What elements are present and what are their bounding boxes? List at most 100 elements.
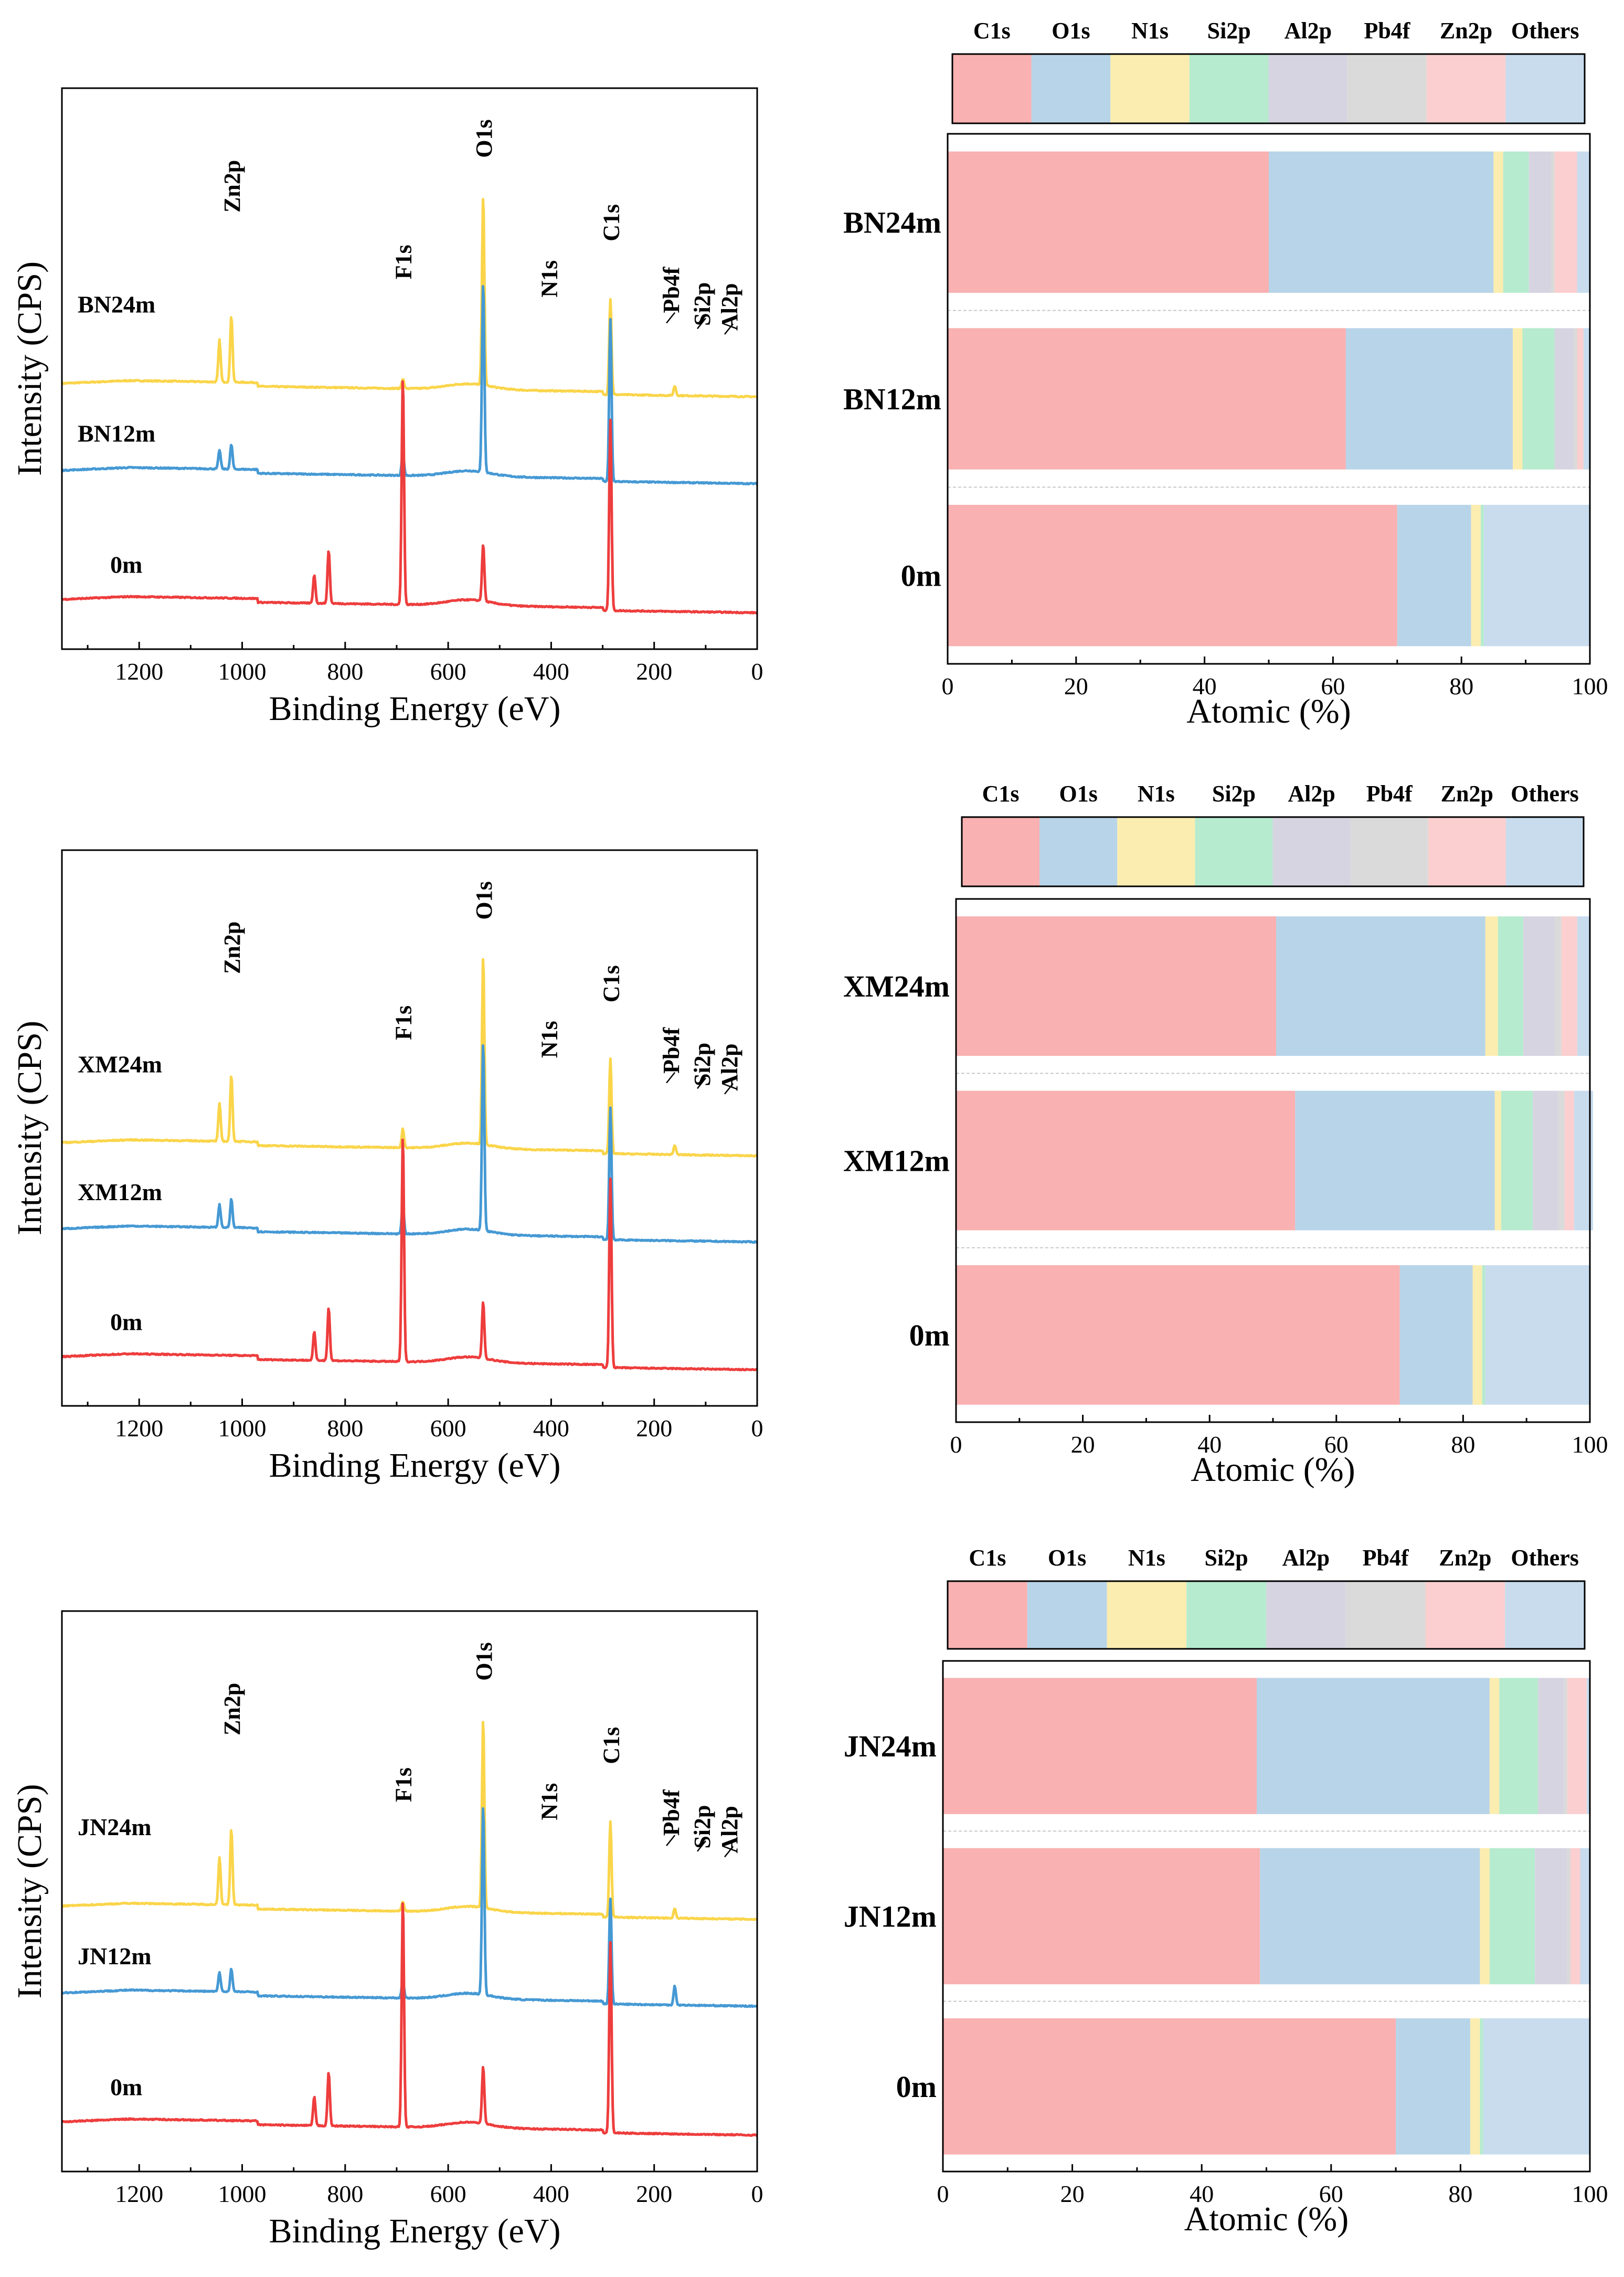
x-axis-label: Binding Energy (eV) [269,2212,560,2250]
peak-label-zn2p: Zn2p [219,922,245,974]
bar-segment-zn2p [1567,1678,1587,1814]
x-tick-label: 60 [1319,2180,1343,2207]
x-tick-label: 0 [937,2180,949,2207]
bar-segment-c1s [948,505,1397,647]
x-tick-label: 60 [1324,1431,1349,1458]
legend-label: Al2p [1282,1545,1330,1571]
x-tick-label: 60 [1321,673,1345,700]
bar-segment-n1s [1494,1090,1501,1231]
legend-swatch-zn2p [1425,1581,1505,1649]
bar-segment-al2p [1554,328,1574,470]
legend-label: Zn2p [1440,18,1492,44]
bar-segment-si2p [1499,1678,1538,1814]
x-tick-label: 80 [1451,1431,1475,1458]
bar-segment-al2p [1529,151,1552,293]
spectrum-line-0m [61,1902,758,2137]
spectrum-panel-2: 1200 1000 800 600 400 200 0 Binding Energy (eV)… [10,849,763,1485]
legend-label: Pb4f [1364,18,1410,44]
category-label: JN24m [844,1729,937,1763]
x-tick-label: 400 [533,2180,569,2207]
peak-label-f1s: F1s [391,1767,417,1802]
x-tick-label: 20 [1071,1431,1095,1458]
bar-segment-n1s [1470,2018,1480,2155]
legend-label: Pb4f [1363,1545,1409,1571]
x-tick-label: 800 [327,658,363,685]
peak-pointer [697,1077,706,1089]
legend-swatch-al2p [1268,54,1348,123]
sample-label: 0m [110,1308,142,1335]
x-tick-label: 1200 [115,658,163,685]
peak-label-si2p: Si2p [689,1805,715,1848]
category-label: BN12m [843,382,941,416]
bar-segment-o1s [1295,1090,1495,1231]
bar-segment-zn2p [1564,1090,1574,1231]
peak-label-o1s: O1s [471,881,497,919]
legend-swatch-pb4f [1345,1581,1426,1649]
spectrum-line-0m [61,380,758,615]
bar-segment-o1s [1399,1265,1473,1405]
peak-label-al2p: Al2p [717,1806,742,1853]
sample-label: XM24m [78,1051,162,1078]
x-axis-label: Atomic (%) [1191,1450,1355,1489]
x-tick-label: 100 [1572,673,1608,700]
peak-label-n1s: N1s [537,1021,562,1058]
x-tick-label: 1000 [218,658,267,685]
spectrum-line-XM24m [61,958,758,1158]
legend-label: Si2p [1207,18,1251,44]
bar-segment-c1s [956,1265,1400,1405]
bar-segment-others [1577,151,1590,293]
x-tick-label: 1000 [218,1415,267,1442]
composition-panel-1: C1s O1s N1s Si2p Al2p Pb4f Zn2p Others BN24m BN12… [843,18,1608,730]
peak-label-zn2p: Zn2p [219,1683,245,1735]
bar-segment-n1s [1471,505,1481,647]
bar-segment-pb4f [1567,1848,1571,1985]
bar-segment-others [1583,328,1590,470]
sample-label: 0m [110,2074,142,2101]
plot-frame [61,87,758,650]
peak-pointer [724,1846,734,1858]
x-tick-label: 0 [942,673,954,700]
bar-segment-o1s [1260,1848,1480,1985]
bar-segment-others [1483,2018,1590,2155]
x-tick-label: 200 [636,2180,672,2207]
legend-swatch-c1s [952,54,1032,123]
plot-frame [61,849,758,1407]
plot-frame [61,1610,758,2173]
bar-segment-si2p [1482,1265,1485,1405]
bar-segment-n1s [1480,1848,1490,1985]
x-tick-label: 1200 [115,1415,163,1442]
peak-label-c1s: C1s [598,204,624,241]
legend-swatch-al2p [1272,817,1351,886]
peak-pointer [697,1840,706,1852]
bar-segment-others [1484,505,1590,647]
x-tick-label: 20 [1060,2180,1085,2207]
peak-pointer [724,323,734,335]
legend-label: N1s [1128,1545,1165,1571]
bar-segment-n1s [1513,328,1523,470]
x-tick-label: 0 [950,1431,962,1458]
legend-swatch-pb4f [1350,817,1428,886]
x-tick-label: 0 [751,658,763,685]
bar-segment-zn2p [1561,916,1577,1056]
bar-segment-n1s [1489,1678,1500,1814]
legend-label: C1s [973,18,1011,44]
x-tick-label: 1200 [115,2180,163,2207]
category-label: 0m [896,2070,937,2104]
x-tick-label: 40 [1197,1431,1222,1458]
bar-segment-pb4f [1551,151,1555,293]
legend-label: N1s [1138,781,1175,807]
peak-label-pb4f: Pb4f [659,266,684,313]
spectrum-line-XM12m [61,1044,758,1244]
legend-label: Zn2p [1439,1545,1491,1571]
legend-label: C1s [969,1545,1006,1571]
bar-segment-pb4f [1558,1090,1565,1231]
category-label: XM24m [843,969,950,1003]
sample-label: JN12m [78,1943,152,1969]
peak-label-zn2p: Zn2p [219,160,245,213]
bar-segment-si2p [1489,1848,1535,1985]
legend: C1s O1s N1s Si2p Al2p Pb4f Zn2p Others [961,781,1585,887]
bar-segment-pb4f [1555,916,1562,1056]
bar-segment-zn2p [1570,1848,1580,1985]
bar-segment-o1s [1397,505,1471,647]
